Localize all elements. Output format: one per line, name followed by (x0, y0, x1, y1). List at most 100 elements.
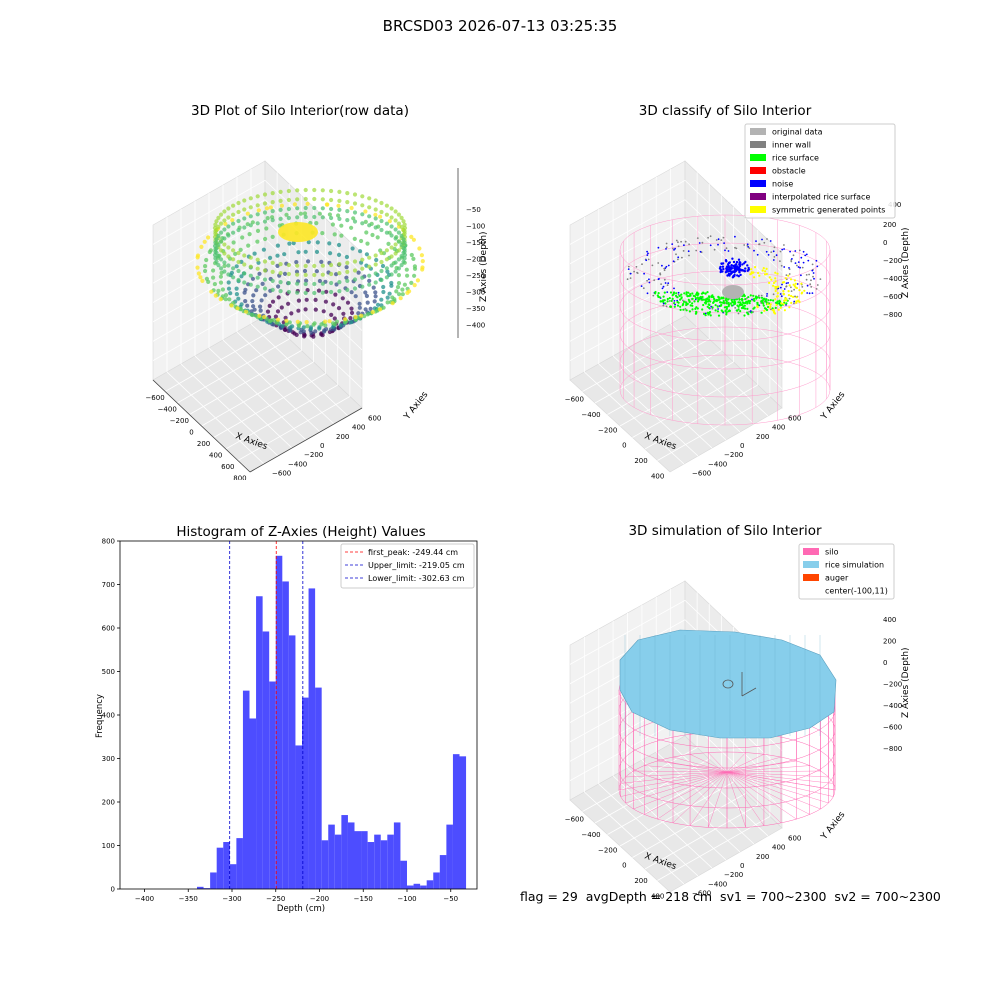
scatter-point (226, 272, 231, 277)
rice-point (693, 300, 696, 303)
scatter-point (773, 246, 776, 249)
rice-point (708, 298, 711, 302)
x-tick-label: 0 (622, 442, 626, 450)
scatter-point (303, 281, 308, 287)
scatter-point (320, 215, 325, 220)
scatter-point (667, 264, 670, 267)
scatter-point (717, 243, 719, 246)
scatter-point (313, 329, 318, 334)
histogram-bar (223, 842, 230, 889)
silo-floor-spoke (726, 771, 829, 778)
grid-line (237, 396, 351, 461)
rice-point (692, 294, 695, 297)
histogram-bar (262, 631, 270, 889)
scatter-point (788, 273, 791, 275)
rice-point (740, 303, 743, 306)
scatter-point (662, 302, 665, 305)
panel4-legend: silo rice simulation auger center(-100,11) (798, 543, 895, 600)
scatter-point (725, 247, 728, 250)
grid-line (641, 339, 741, 433)
legend-swatch (750, 180, 766, 187)
x-tick-label: 0 (189, 428, 193, 436)
scatter-point (239, 274, 244, 279)
scatter-point (399, 254, 404, 259)
grid-line (684, 238, 783, 331)
scatter-point (212, 282, 217, 287)
rice-point (682, 308, 685, 311)
legend-frame (798, 543, 895, 600)
symmetric-point (770, 278, 773, 281)
grid-line (684, 180, 783, 273)
scatter-point (329, 262, 334, 268)
scatter-point (306, 259, 311, 264)
scatter-point (226, 215, 231, 220)
symmetric-point (782, 293, 786, 296)
rice-point (696, 292, 699, 295)
scatter-point (255, 257, 260, 262)
scatter-point (327, 319, 332, 324)
scatter-point (801, 266, 804, 269)
legend-label: inner wall (772, 141, 811, 150)
scatter-point (234, 264, 239, 269)
scatter-point (811, 269, 814, 272)
scatter-point (401, 219, 406, 224)
scatter-point (226, 245, 231, 250)
rice-point (746, 302, 749, 305)
scatter-point (267, 303, 272, 308)
z-tick-label: −200 (883, 257, 902, 265)
scatter-point (216, 263, 221, 268)
scatter-point (627, 265, 630, 268)
scatter-point (275, 263, 280, 268)
histogram-bar (216, 847, 224, 889)
scatter-point (665, 265, 668, 268)
scatter-point (389, 263, 394, 268)
rice-point (772, 299, 775, 302)
scatter-point (226, 280, 231, 285)
rice-point (671, 294, 674, 297)
scatter-point (704, 312, 707, 315)
scatter-point (746, 244, 749, 247)
scatter-point (665, 246, 668, 249)
scatter-point (748, 310, 751, 313)
scatter-point (323, 319, 328, 324)
noise-point (743, 270, 747, 273)
scatter-point (294, 260, 299, 265)
histogram-bar (407, 885, 414, 889)
histogram-bar (302, 697, 309, 889)
scatter-point (213, 256, 218, 261)
symmetric-point (787, 274, 790, 277)
symmetric-point (792, 295, 795, 298)
legend-frame (744, 123, 896, 219)
scatter-point (641, 263, 643, 266)
z-tick-label: 0 (883, 239, 887, 247)
scatter-point (262, 210, 268, 215)
scatter-point (209, 289, 214, 294)
scatter-point (806, 292, 809, 294)
rice-point (733, 299, 736, 302)
legend-swatch (750, 167, 766, 174)
scatter-point (373, 280, 378, 285)
rice-point (720, 303, 723, 306)
scatter-point (349, 290, 354, 295)
histogram-vlines (229, 541, 304, 889)
scatter-point (797, 261, 800, 263)
rice-point (730, 304, 733, 307)
rice-point (742, 301, 745, 304)
silo-ring (619, 242, 831, 314)
rice-point (707, 313, 710, 316)
histogram-bar (400, 860, 407, 889)
scatter-point (371, 285, 376, 290)
symmetric-point (783, 309, 786, 312)
scatter-point (661, 264, 663, 267)
scatter-point (367, 196, 372, 201)
scatter-point (349, 310, 355, 315)
rice-point (714, 304, 717, 307)
scatter-point (767, 254, 770, 256)
scatter-point (626, 278, 629, 281)
scatter-point (402, 222, 407, 227)
scatter-point (797, 266, 800, 268)
symmetric-point (774, 271, 777, 274)
scatter-point (357, 301, 362, 306)
scatter-point (230, 218, 235, 223)
